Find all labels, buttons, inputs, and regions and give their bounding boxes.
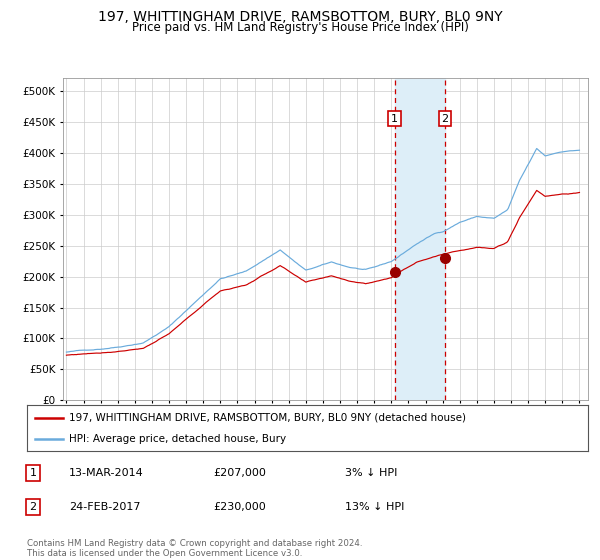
Text: Price paid vs. HM Land Registry's House Price Index (HPI): Price paid vs. HM Land Registry's House … <box>131 21 469 34</box>
Text: 1: 1 <box>29 468 37 478</box>
Bar <box>395 78 445 400</box>
Text: HPI: Average price, detached house, Bury: HPI: Average price, detached house, Bury <box>69 435 286 444</box>
Text: 197, WHITTINGHAM DRIVE, RAMSBOTTOM, BURY, BL0 9NY: 197, WHITTINGHAM DRIVE, RAMSBOTTOM, BURY… <box>98 10 502 24</box>
Text: 197, WHITTINGHAM DRIVE, RAMSBOTTOM, BURY, BL0 9NY (detached house): 197, WHITTINGHAM DRIVE, RAMSBOTTOM, BURY… <box>69 413 466 423</box>
Text: 3% ↓ HPI: 3% ↓ HPI <box>345 468 397 478</box>
Text: £207,000: £207,000 <box>213 468 266 478</box>
Text: 13-MAR-2014: 13-MAR-2014 <box>69 468 144 478</box>
Text: 24-FEB-2017: 24-FEB-2017 <box>69 502 140 512</box>
Text: 13% ↓ HPI: 13% ↓ HPI <box>345 502 404 512</box>
Text: 1: 1 <box>391 114 398 124</box>
Text: £230,000: £230,000 <box>213 502 266 512</box>
Text: 2: 2 <box>442 114 449 124</box>
Text: 2: 2 <box>29 502 37 512</box>
Text: Contains HM Land Registry data © Crown copyright and database right 2024.
This d: Contains HM Land Registry data © Crown c… <box>27 539 362 558</box>
